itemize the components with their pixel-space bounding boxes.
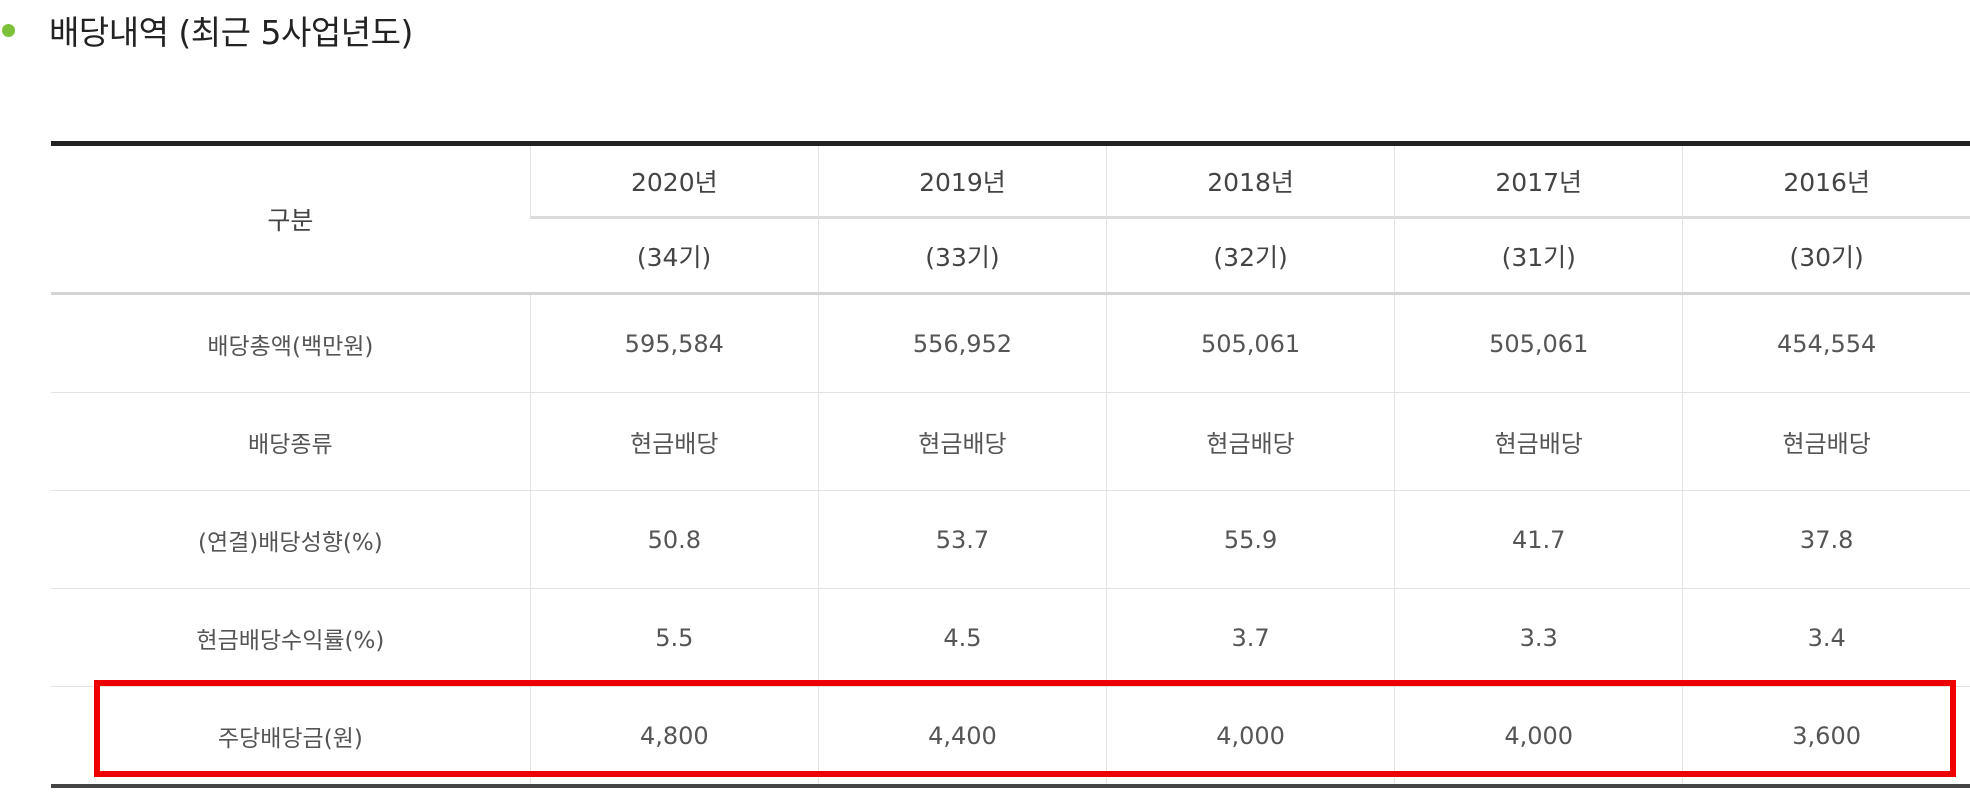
section-header: 배당내역 (최근 5사업년도)	[0, 6, 413, 54]
table-cell: 3.4	[1682, 588, 1970, 687]
table-cell: 505,061	[1106, 293, 1395, 393]
table-cell: 3,600	[1682, 686, 1970, 788]
row-label: 배당총액(백만원)	[51, 293, 531, 393]
table-cell: 556,952	[817, 293, 1107, 393]
dividend-table: 구분 2020년 2019년 2018년 2017년 2016년 (34기) (…	[51, 146, 1970, 788]
table-cell: 53.7	[817, 490, 1107, 589]
table-cell: 41.7	[1394, 490, 1683, 589]
table-cell: 5.5	[529, 588, 819, 687]
row-label: 주당배당금(원)	[51, 686, 531, 788]
header-term: (30기)	[1682, 217, 1970, 295]
table-cell: 55.9	[1106, 490, 1395, 589]
bullet-dot-icon	[2, 23, 15, 37]
header-year: 2020년	[529, 146, 819, 219]
table-cell: 37.8	[1682, 490, 1970, 589]
table-cell: 현금배당	[817, 392, 1107, 491]
header-year: 2019년	[817, 146, 1107, 219]
table-row-highlighted: 주당배당금(원) 4,800 4,400 4,000 4,000 3,600	[51, 686, 1970, 788]
row-label: (연결)배당성향(%)	[51, 490, 531, 589]
table-cell: 4.5	[817, 588, 1107, 687]
header-term: (33기)	[817, 217, 1107, 295]
table-cell: 현금배당	[529, 392, 819, 491]
row-label: 현금배당수익률(%)	[51, 588, 531, 687]
header-row-years: 구분 2020년 2019년 2018년 2017년 2016년	[51, 146, 1970, 295]
table-cell: 50.8	[529, 490, 819, 589]
table-cell: 4,800	[529, 686, 819, 788]
table-row: 배당총액(백만원) 595,584 556,952 505,061 505,06…	[51, 293, 1970, 393]
table-cell: 현금배당	[1682, 392, 1970, 491]
dividend-table-container: 구분 2020년 2019년 2018년 2017년 2016년 (34기) (…	[51, 141, 1970, 788]
header-term: (31기)	[1394, 217, 1683, 295]
header-row-terms: (34기) (33기) (32기) (31기) (30기)	[51, 217, 1970, 295]
table-cell: 3.7	[1106, 588, 1395, 687]
header-year: 2017년	[1394, 146, 1683, 219]
section-title: 배당내역 (최근 5사업년도)	[49, 13, 413, 52]
header-year: 2018년	[1106, 146, 1395, 219]
table-cell: 454,554	[1682, 293, 1970, 393]
table-cell: 505,061	[1394, 293, 1683, 393]
table-cell: 현금배당	[1394, 392, 1683, 491]
row-label: 배당종류	[51, 392, 531, 491]
table-cell: 3.3	[1394, 588, 1683, 687]
table-row: 배당종류 현금배당 현금배당 현금배당 현금배당 현금배당	[51, 392, 1970, 491]
table-row: (연결)배당성향(%) 50.8 53.7 55.9 41.7 37.8	[51, 490, 1970, 589]
table-cell: 4,400	[817, 686, 1107, 788]
table-cell: 4,000	[1394, 686, 1683, 788]
header-term: (32기)	[1106, 217, 1395, 295]
header-category: 구분	[51, 146, 531, 295]
table-row: 현금배당수익률(%) 5.5 4.5 3.7 3.3 3.4	[51, 588, 1970, 687]
header-year: 2016년	[1682, 146, 1970, 219]
table-cell: 4,000	[1106, 686, 1395, 788]
table-cell: 595,584	[529, 293, 819, 393]
header-term: (34기)	[530, 217, 819, 295]
table-cell: 현금배당	[1106, 392, 1395, 491]
